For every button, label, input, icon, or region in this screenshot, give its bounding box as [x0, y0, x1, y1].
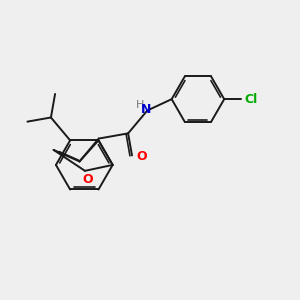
Text: N: N — [141, 103, 152, 116]
Text: O: O — [82, 173, 93, 186]
Text: H: H — [136, 100, 144, 110]
Text: Cl: Cl — [244, 93, 257, 106]
Text: O: O — [136, 150, 146, 164]
